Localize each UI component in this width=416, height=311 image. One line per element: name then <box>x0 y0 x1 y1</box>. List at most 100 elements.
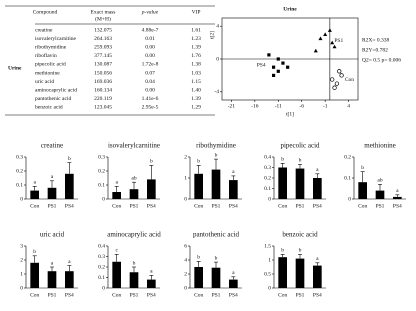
significance-letter: b <box>197 159 200 165</box>
point <box>276 69 280 73</box>
chart-title: methionine <box>364 142 396 150</box>
table-cell: 1.39 <box>191 44 201 50</box>
bar <box>358 182 367 199</box>
significance-letter: b <box>299 248 302 254</box>
point <box>271 65 276 69</box>
y-tick-label: 0.2 <box>344 154 351 160</box>
x-tick-label: PS1 <box>296 292 305 298</box>
table-cell: 0.04 <box>145 79 155 85</box>
group-label: Con <box>345 77 354 83</box>
x-tick-label: PS1 <box>212 292 221 298</box>
y-tick-label: 0 <box>216 56 219 62</box>
bar <box>65 271 74 288</box>
y-tick-label: 0.4 <box>264 154 271 160</box>
point <box>334 81 340 86</box>
significance-letter: b <box>197 255 200 261</box>
bar <box>65 173 74 199</box>
bar <box>295 168 305 199</box>
x-tick-label: -21 <box>228 103 236 109</box>
table-cell: uric acid <box>35 79 54 85</box>
column-note: (M+H) <box>95 15 111 22</box>
x-tick-label: PS4 <box>313 292 322 298</box>
table-cell: 259.093 <box>94 44 112 50</box>
significance-letter: b <box>215 152 218 158</box>
point <box>271 73 276 77</box>
y-tick-label: 0.1 <box>264 186 271 192</box>
x-tick-label: -16 <box>251 103 259 109</box>
x-tick-label: PS1 <box>212 203 221 209</box>
y-tick-label: 0.2 <box>264 175 271 181</box>
point <box>327 28 332 32</box>
table-cell: benzoic acid <box>35 105 63 111</box>
point <box>267 53 271 57</box>
x-tick-label: Con <box>358 203 367 209</box>
point <box>286 65 290 69</box>
y-tick-label: 0.1 <box>98 275 105 281</box>
significance-letter: b <box>299 158 302 164</box>
x-tick-label: PS1 <box>376 203 385 209</box>
bar <box>313 265 322 288</box>
bar <box>229 180 238 199</box>
x-tick-label: PS1 <box>48 292 57 298</box>
column-header: p-value <box>141 9 159 15</box>
point <box>323 32 328 36</box>
chart-title: pantothenic acid <box>193 231 240 239</box>
y-tick-label: 4 <box>184 257 187 263</box>
significance-letter: a <box>150 269 153 275</box>
table-cell: 0.00 <box>145 53 155 59</box>
bar <box>229 279 238 288</box>
table-cell: 0.01 <box>145 36 155 42</box>
x-tick-label: PS4 <box>313 203 322 209</box>
y-tick-label: 0.2 <box>16 168 23 174</box>
table-cell: 0.07 <box>145 70 155 76</box>
bar <box>30 190 39 199</box>
table-cell: 1.76 <box>191 53 201 59</box>
bar <box>194 267 203 288</box>
table-cell: 1.23 <box>191 36 201 42</box>
y-tick-label: 0.5 <box>264 271 271 277</box>
table-cell: pantothenic acid <box>35 96 71 102</box>
table-cell: 1.39 <box>191 96 201 102</box>
column-header: VIP <box>192 9 201 15</box>
x-tick-label: PS1 <box>48 203 57 209</box>
bar <box>211 267 221 288</box>
annotation: R2Y=0.782 <box>362 47 388 53</box>
significance-letter: a <box>115 180 118 186</box>
chart-title: aminocaprylic acid <box>107 231 161 239</box>
point <box>281 61 285 65</box>
significance-letter: c <box>115 248 118 254</box>
table-cell: 0.00 <box>145 87 155 93</box>
y-tick-label: 0 <box>348 196 351 202</box>
x-tick-label: Con <box>194 292 203 298</box>
significance-letter: a <box>33 180 36 186</box>
point <box>332 85 337 90</box>
x-tick-label: PS4 <box>65 292 74 298</box>
table-cell: 377.145 <box>94 53 112 59</box>
x-tick-label: -6 <box>299 103 304 109</box>
x-tick-label: PS1 <box>296 203 305 209</box>
significance-letter: b <box>33 249 36 255</box>
x-tick-label: -1 <box>323 103 328 109</box>
point <box>337 69 342 74</box>
y-tick-label: 2 <box>184 271 187 277</box>
table-cell: aminocaprylic acid <box>35 87 77 93</box>
y-tick-label: 0 <box>268 196 271 202</box>
significance-letter: b <box>150 159 153 165</box>
y-tick-label: 1 <box>268 257 271 263</box>
bar <box>129 272 139 288</box>
significance-letter: ab <box>377 178 382 184</box>
table-cell: 2.95e-5 <box>142 105 159 111</box>
y-tick-label: -4 <box>214 89 219 95</box>
x-tick-label: PS1 <box>130 203 139 209</box>
table-cell: 1.03 <box>191 70 201 76</box>
bar <box>278 167 287 199</box>
y-tick-label: 2 <box>20 257 23 263</box>
table-cell: 264.163 <box>94 36 112 42</box>
bar <box>47 271 57 288</box>
x-tick-label: PS4 <box>147 203 156 209</box>
y-tick-label: 0.2 <box>98 168 105 174</box>
significance-letter: b <box>133 260 136 266</box>
group-label: PS4 <box>257 63 266 69</box>
y-tick-label: 0.3 <box>98 154 105 160</box>
